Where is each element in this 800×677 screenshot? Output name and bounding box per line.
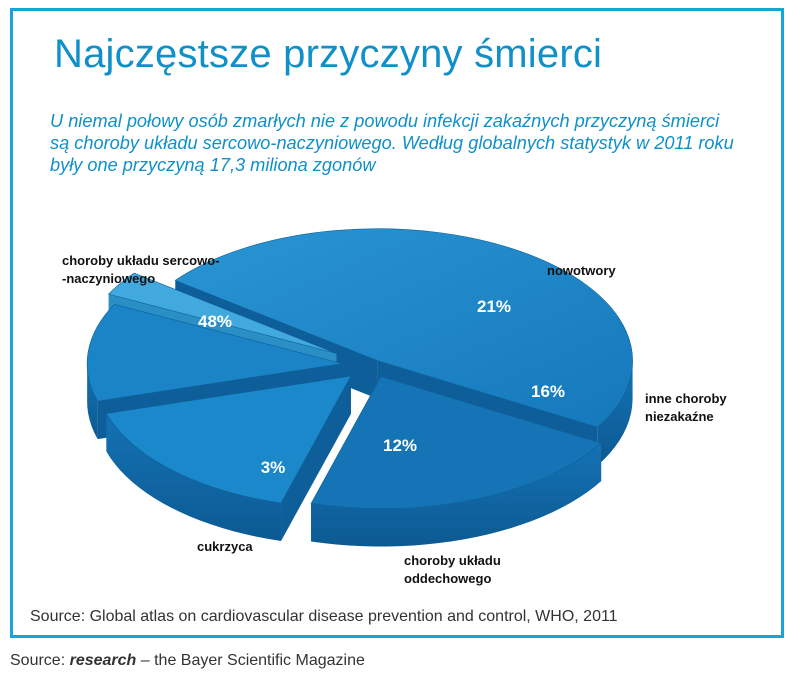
slice-3-top <box>105 375 352 504</box>
slice-3-rim <box>106 413 282 541</box>
magazine-name: research <box>69 652 137 669</box>
slice-1-top <box>174 228 633 428</box>
slice-1-rim <box>597 361 633 466</box>
chart-subtitle: U niemal połowy osób zmarłych nie z powo… <box>50 111 734 175</box>
pct-label-1: 48% <box>198 312 232 331</box>
publication-credit: Source: research – the Bayer Scientific … <box>10 652 365 670</box>
page-title: Najczęstsze przyczyny śmierci <box>54 32 603 76</box>
credit-suffix: – the Bayer Scientific Magazine <box>136 652 365 669</box>
slice-4-top <box>86 303 343 402</box>
category-label-5: cukrzyca <box>197 539 253 554</box>
category-label-2: nowotwory <box>547 263 616 278</box>
slice-3-wall-1 <box>281 376 351 541</box>
category-label-3: inne choroby niezakaźne <box>645 391 727 424</box>
pct-label-2: 21% <box>477 297 511 316</box>
pct-label-5: 3% <box>261 458 286 477</box>
pct-label-4: 12% <box>383 436 417 455</box>
credit-prefix: Source: <box>10 652 70 669</box>
category-label-1: choroby układu sercowo--naczyniowego <box>62 253 219 286</box>
slice-2 <box>310 376 602 547</box>
slice-2-top <box>310 376 602 509</box>
data-source-note: Source: Global atlas on cardiovascular d… <box>30 608 618 625</box>
slice-3 <box>105 375 352 541</box>
slice-4-rim <box>87 361 98 440</box>
slice-5-top <box>108 272 337 354</box>
pct-label-3: 16% <box>531 382 565 401</box>
slice-2-rim <box>311 443 602 547</box>
category-label-4: choroby układu oddechowego <box>404 553 501 586</box>
